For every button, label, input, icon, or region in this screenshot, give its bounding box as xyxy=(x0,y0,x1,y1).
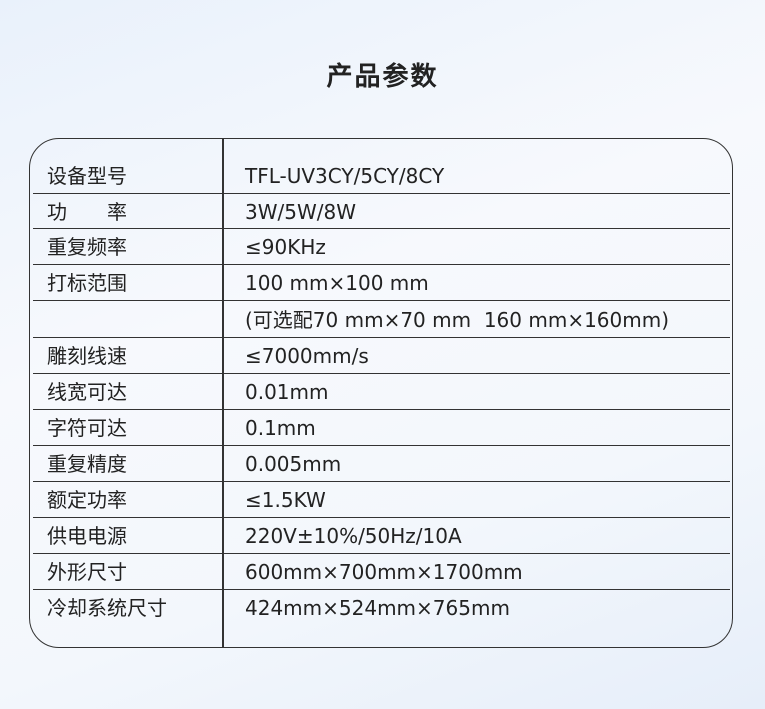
table-row: 打标范围 100 mm×100 mm xyxy=(33,265,730,301)
spec-value: (可选配70 mm×70 mm 160 mm×160mm) xyxy=(245,307,670,332)
spec-label: 供电电源 xyxy=(47,524,127,548)
table-row: 雕刻线速 ≤7000mm/s xyxy=(33,338,730,374)
spec-value: TFL-UV3CY/5CY/8CY xyxy=(245,164,445,188)
table-row: 重复精度 0.005mm xyxy=(33,446,730,482)
spec-label: 额定功率 xyxy=(47,488,127,512)
table-row: 额定功率 ≤1.5KW xyxy=(33,482,730,518)
spec-value: 3W/5W/8W xyxy=(245,199,356,224)
spec-label: 字符可达 xyxy=(47,416,127,440)
spec-value: ≤90KHz xyxy=(245,235,326,259)
table-row: 功 率 3W/5W/8W xyxy=(33,194,730,229)
table-row: (可选配70 mm×70 mm 160 mm×160mm) xyxy=(33,301,730,338)
column-divider xyxy=(222,138,224,648)
table-row: 字符可达 0.1mm xyxy=(33,410,730,446)
spec-table xyxy=(29,138,733,648)
spec-value: 100 mm×100 mm xyxy=(245,271,429,295)
spec-value: 0.005mm xyxy=(245,452,342,476)
table-row: 设备型号 TFL-UV3CY/5CY/8CY xyxy=(33,138,730,194)
spec-label: 外形尺寸 xyxy=(47,560,127,584)
spec-value: 424mm×524mm×765mm xyxy=(245,596,510,620)
table-row: 冷却系统尺寸 424mm×524mm×765mm xyxy=(33,590,730,645)
spec-label: 重复精度 xyxy=(47,452,127,476)
spec-label: 重复频率 xyxy=(47,235,127,259)
table-row: 外形尺寸 600mm×700mm×1700mm xyxy=(33,554,730,590)
spec-label: 功 率 xyxy=(47,199,127,224)
spec-label: 线宽可达 xyxy=(47,380,127,404)
spec-value: 600mm×700mm×1700mm xyxy=(245,560,523,584)
table-row: 线宽可达 0.01mm xyxy=(33,374,730,410)
table-row: 重复频率 ≤90KHz xyxy=(33,229,730,265)
page-title: 产品参数 xyxy=(326,62,439,92)
spec-label: 冷却系统尺寸 xyxy=(47,596,167,620)
spec-label: 打标范围 xyxy=(47,271,127,295)
spec-value: 0.01mm xyxy=(245,380,329,404)
table-row: 供电电源 220V±10%/50Hz/10A xyxy=(33,518,730,554)
spec-value: ≤7000mm/s xyxy=(245,344,369,368)
spec-value: 220V±10%/50Hz/10A xyxy=(245,524,462,548)
spec-label: 雕刻线速 xyxy=(47,344,127,368)
spec-label: 设备型号 xyxy=(47,164,127,188)
spec-value: ≤1.5KW xyxy=(245,488,326,512)
spec-value: 0.1mm xyxy=(245,416,316,440)
